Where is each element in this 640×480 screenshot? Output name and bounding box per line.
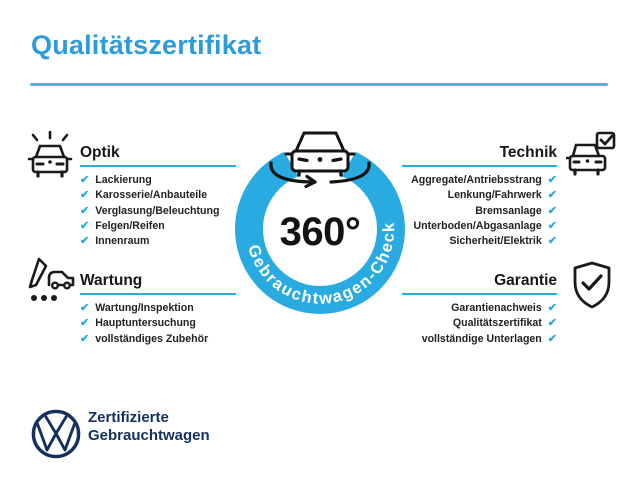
check-icon: ✔ (80, 174, 90, 186)
car-checkbox-icon (565, 130, 618, 187)
section-optik: Optik ✔ Lackierung ✔ Karosserie/Anbauteile… (24, 128, 238, 252)
list-item-label: Qualitätszertifikat (452, 317, 542, 330)
check-icon: ✔ (80, 235, 90, 248)
list-item: Unterboden/Abgasanlage ✔ (402, 219, 557, 234)
service-car-icon (24, 256, 76, 316)
check-icon: ✔ (80, 302, 90, 314)
list-item-label: Karosserie/Anbauteile (95, 189, 208, 202)
section-wartung-title: Wartung (80, 272, 143, 289)
section-technik: Technik Aggregate/Antriebsstrang ✔ Lenkun… (402, 128, 618, 252)
list-item-label: Felgen/Reifen (95, 219, 165, 232)
check-icon: ✔ (547, 332, 557, 345)
list-item-label: Verglasung/Beleuchtung (95, 204, 220, 217)
check-icon: ✔ (80, 317, 90, 330)
list-item: ✔ Lackierung (80, 173, 236, 188)
list-item: Sicherheit/Elektrik ✔ (402, 234, 557, 249)
list-item: ✔ Karosserie/Anbauteile (80, 188, 236, 203)
brand-wordmark: Zertifizierte Gebrauchtwagen (88, 409, 210, 444)
check-icon: ✔ (80, 219, 90, 232)
check-icon: ✔ (547, 189, 557, 202)
check-icon: ✔ (547, 204, 557, 217)
header-divider (30, 83, 608, 86)
list-item-label: Garantienachweis (451, 302, 542, 314)
check-icon: ✔ (547, 219, 557, 232)
list-item: ✔ Wartung/Inspektion (80, 301, 236, 316)
badge-360-check: Gebrauchtwagen-Check 360° (225, 114, 415, 328)
badge-center-label: 360° (280, 210, 361, 254)
list-item: vollständige Unterlagen ✔ (402, 332, 557, 347)
list-item: Garantienachweis ✔ (402, 301, 557, 316)
list-item-label: Lackierung (95, 174, 152, 186)
list-item: ✔ Innenraum (80, 234, 236, 249)
list-item: ✔ vollständiges Zubehör (80, 332, 236, 347)
section-wartung-body: Wartung ✔ Wartung/Inspektion ✔ Hauptunters… (80, 272, 236, 347)
badge-ring-notch (263, 114, 377, 215)
rotating-car-icon (269, 131, 371, 189)
list-item: Aggregate/Antriebsstrang ✔ (402, 173, 557, 188)
section-garantie-body: Garantie Garantienachweis ✔ Qualitätszert… (402, 272, 557, 347)
check-icon: ✔ (547, 317, 557, 330)
brand-line1: Zertifizierte (88, 409, 169, 426)
list-item: ✔ Felgen/Reifen (80, 219, 236, 234)
list-item-label: vollständige Unterlagen (421, 332, 542, 345)
list-item-label: Hauptuntersuchung (95, 317, 196, 330)
section-technik-divider (402, 165, 557, 167)
list-item-label: Bremsanlage (475, 204, 542, 217)
list-item-label: Wartung/Inspektion (95, 302, 194, 314)
check-icon: ✔ (547, 174, 557, 186)
brand-line2: Gebrauchtwagen (88, 426, 210, 444)
section-garantie: Garantie Garantienachweis ✔ Qualitätszert… (402, 256, 618, 366)
section-optik-divider (80, 165, 236, 167)
check-icon: ✔ (80, 189, 90, 202)
vw-logo (30, 408, 82, 465)
page-title: Qualitätszertifikat (31, 30, 262, 60)
car-shine-icon (24, 130, 76, 187)
list-item: ✔ Hauptuntersuchung (80, 316, 236, 331)
section-optik-list: ✔ Lackierung ✔ Karosserie/Anbauteile ✔ Verg… (80, 173, 236, 249)
section-optik-title: Optik (80, 144, 120, 161)
list-item: Lenkung/Fahrwerk ✔ (402, 188, 557, 203)
section-wartung-divider (80, 293, 236, 295)
list-item-label: vollständiges Zubehör (95, 332, 209, 345)
check-icon: ✔ (80, 332, 90, 345)
section-technik-body: Technik Aggregate/Antriebsstrang ✔ Lenkun… (402, 144, 557, 249)
check-icon: ✔ (80, 204, 90, 217)
section-technik-title: Technik (499, 144, 557, 161)
list-item-label: Lenkung/Fahrwerk (447, 189, 542, 202)
section-wartung: Wartung ✔ Wartung/Inspektion ✔ Hauptunters… (24, 254, 238, 364)
list-item-label: Sicherheit/Elektrik (449, 235, 542, 248)
list-item: Qualitätszertifikat ✔ (402, 316, 557, 331)
section-wartung-list: ✔ Wartung/Inspektion ✔ Hauptuntersuchung ✔… (80, 301, 236, 347)
check-icon: ✔ (547, 235, 557, 248)
section-garantie-title: Garantie (494, 272, 557, 289)
section-optik-body: Optik ✔ Lackierung ✔ Karosserie/Anbauteile… (80, 144, 236, 249)
list-item: Bremsanlage ✔ (402, 204, 557, 219)
check-icon: ✔ (547, 302, 557, 314)
section-garantie-list: Garantienachweis ✔ Qualitätszertifikat ✔ v… (402, 301, 557, 347)
list-item-label: Aggregate/Antriebsstrang (411, 174, 542, 186)
list-item-label: Innenraum (95, 235, 150, 248)
section-technik-list: Aggregate/Antriebsstrang ✔ Lenkung/Fahrwe… (402, 173, 557, 249)
shield-check-icon (568, 260, 616, 317)
list-item-label: Unterboden/Abgasanlage (413, 219, 542, 232)
section-garantie-divider (402, 293, 557, 295)
list-item: ✔ Verglasung/Beleuchtung (80, 204, 236, 219)
